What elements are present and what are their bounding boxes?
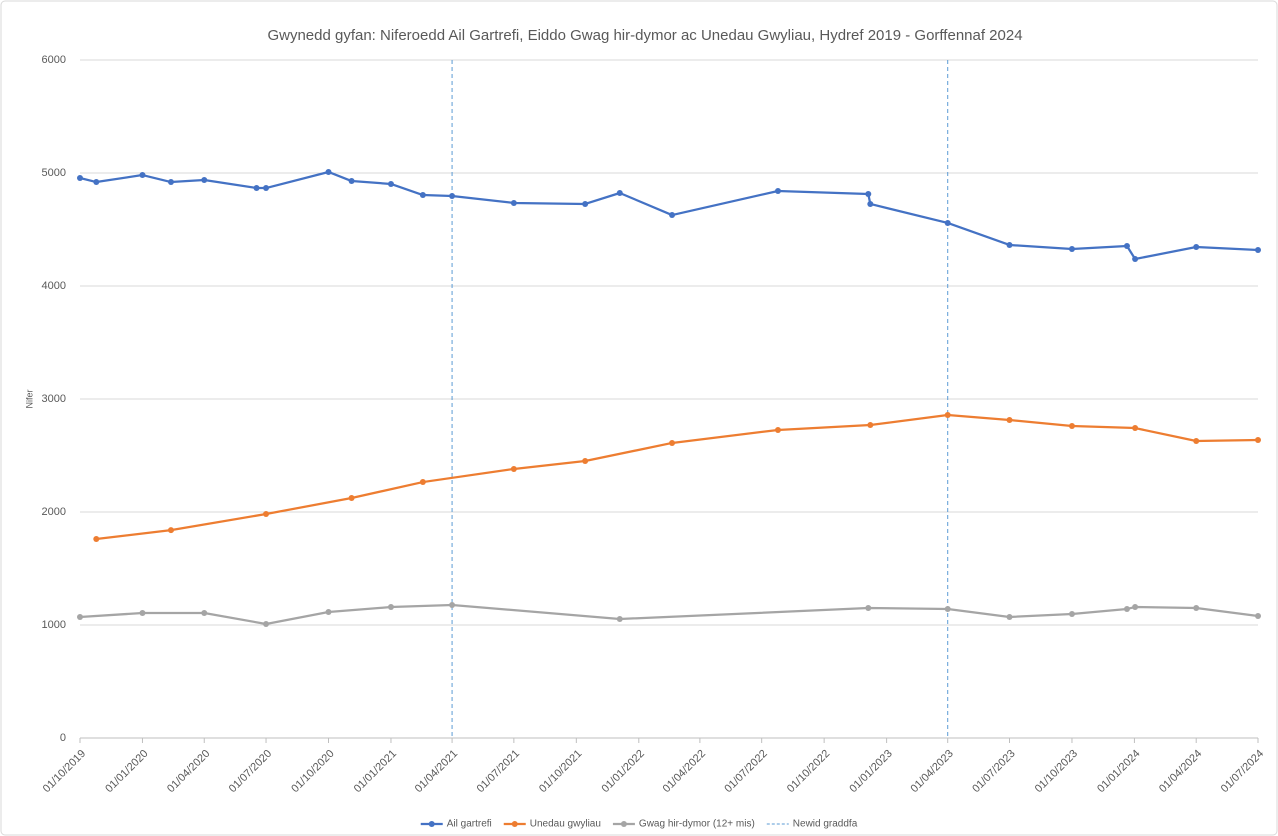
point — [1006, 241, 1013, 248]
point — [616, 616, 623, 623]
point — [1255, 246, 1261, 253]
point — [348, 494, 355, 501]
point — [510, 465, 517, 472]
point — [1193, 438, 1200, 445]
legend-marker — [428, 821, 435, 827]
point — [582, 200, 589, 207]
point — [449, 193, 456, 200]
point — [669, 439, 676, 446]
point — [77, 613, 83, 620]
point — [1193, 244, 1200, 251]
point — [1193, 605, 1200, 612]
point — [1123, 242, 1130, 249]
legend-label: Ail gartrefi — [447, 819, 492, 830]
point — [582, 458, 589, 465]
chart-title: Gwynedd gyfan: Niferoedd Ail Gartrefi, E… — [267, 27, 1022, 44]
point — [263, 185, 270, 192]
point — [1068, 423, 1075, 430]
y-tick-label: 5000 — [42, 167, 66, 179]
point — [1006, 417, 1013, 424]
point — [774, 426, 781, 433]
series-line — [79, 603, 1259, 626]
y-tick-label: 6000 — [42, 54, 66, 66]
point — [167, 179, 174, 186]
point — [348, 178, 355, 185]
point — [93, 179, 100, 186]
y-tick-label: 0 — [60, 732, 66, 744]
y-tick-label: 3000 — [42, 393, 66, 405]
point — [1132, 425, 1139, 432]
point — [944, 219, 951, 226]
point — [1006, 613, 1013, 620]
point — [669, 212, 676, 219]
point — [449, 601, 456, 608]
point — [616, 190, 623, 197]
point — [865, 191, 872, 198]
point — [510, 199, 517, 206]
point — [1123, 605, 1130, 612]
series-line — [96, 413, 1259, 541]
point — [263, 620, 270, 627]
point — [253, 185, 260, 192]
point — [201, 610, 208, 617]
point — [1255, 612, 1261, 619]
point — [139, 172, 146, 179]
y-tick-label: 2000 — [42, 506, 66, 518]
point — [419, 479, 426, 486]
point — [865, 605, 872, 612]
point — [944, 412, 951, 419]
point — [325, 168, 332, 175]
legend-label: Unedau gwyliau — [530, 819, 601, 830]
point — [77, 174, 83, 181]
point — [1068, 246, 1075, 253]
legend-label: Newid graddfa — [793, 819, 858, 830]
point — [139, 610, 146, 617]
legend-marker — [620, 821, 627, 827]
point — [1132, 604, 1139, 611]
point — [201, 177, 208, 184]
y-axis-label: Nifer — [24, 389, 34, 408]
point — [1132, 255, 1139, 262]
y-tick-label: 1000 — [42, 619, 66, 631]
point — [1068, 611, 1075, 618]
point — [944, 605, 951, 612]
point — [419, 192, 426, 199]
legend-label: Gwag hir-dymor (12+ mis) — [639, 819, 755, 830]
point — [93, 536, 100, 543]
point — [387, 180, 394, 187]
point — [387, 604, 394, 611]
point — [1255, 437, 1261, 444]
legend-marker — [511, 821, 518, 827]
point — [325, 609, 332, 616]
point — [867, 421, 874, 428]
y-tick-label: 4000 — [42, 280, 66, 292]
series-line — [79, 170, 1259, 261]
point — [263, 511, 270, 518]
point — [867, 200, 874, 207]
point — [167, 527, 174, 534]
point — [774, 187, 781, 194]
